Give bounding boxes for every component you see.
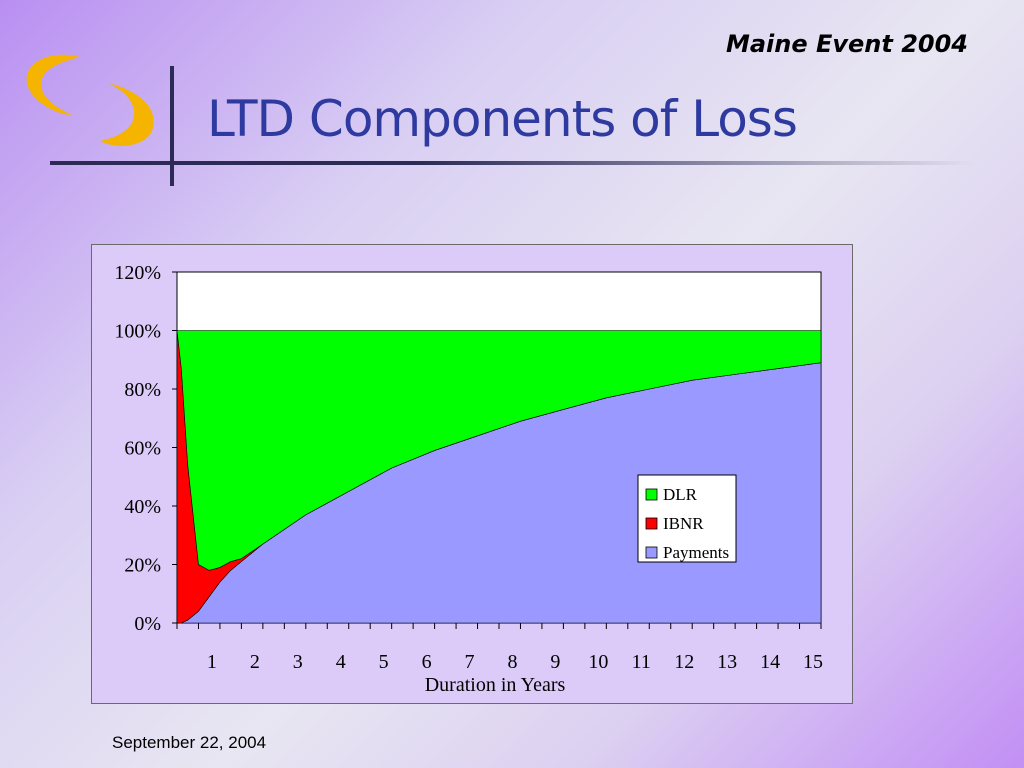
x-tick-label: 13 [717,651,737,673]
x-tick-label: 7 [465,651,475,673]
legend-swatch-payments [645,546,658,559]
legend-label-dlr: DLR [663,485,698,504]
x-tick-label: 5 [379,651,389,673]
title-vertical-rule [170,66,174,186]
legend-swatch-dlr [645,488,658,501]
y-tick-label: 120% [114,262,161,284]
area-dlr [176,330,822,571]
x-axis-title: Duration in Years [425,674,566,696]
x-tick-label: 4 [336,651,346,673]
y-tick-label: 60% [124,438,161,460]
x-tick-label: 11 [632,651,651,673]
x-tick-label: 8 [507,651,517,673]
legend: DLR IBNR Payments [637,474,737,563]
x-tick-label: 2 [250,651,260,673]
x-tick-label: 9 [550,651,560,673]
x-tick-label: 10 [588,651,608,673]
x-tick-label: 3 [293,651,303,673]
y-tick-label: 0% [134,613,161,635]
title-horizontal-rule [50,161,975,165]
crescent-swoosh-logo-icon [26,54,154,146]
x-tick-label: 15 [803,651,823,673]
y-tick-label: 80% [124,379,161,401]
y-tick-label: 40% [124,496,161,518]
slide-title: LTD Components of Loss [207,90,798,148]
area-chart: 0%20%40%60%80%100%120% 1 2 3 4 5 6 7 8 9 10 11 12 13… [114,262,823,696]
y-tick-label: 100% [114,321,161,343]
x-tick-label: 6 [422,651,432,673]
legend-label-payments: Payments [663,543,729,562]
chart-container: 0% 20% 40% 60% 80% 100% 120% 1 2 3 4 5 6 7 8 9 10 11 12 13… [91,244,853,704]
x-tick-label: 14 [760,651,780,673]
legend-swatch-ibnr [645,517,658,530]
footer-date: September 22, 2004 [112,733,267,752]
y-tick-label: 20% [124,555,161,577]
event-label: Maine Event 2004 [725,30,968,58]
x-tick-label: 1 [207,651,217,673]
x-tick-label: 12 [674,651,694,673]
legend-label-ibnr: IBNR [663,514,704,533]
